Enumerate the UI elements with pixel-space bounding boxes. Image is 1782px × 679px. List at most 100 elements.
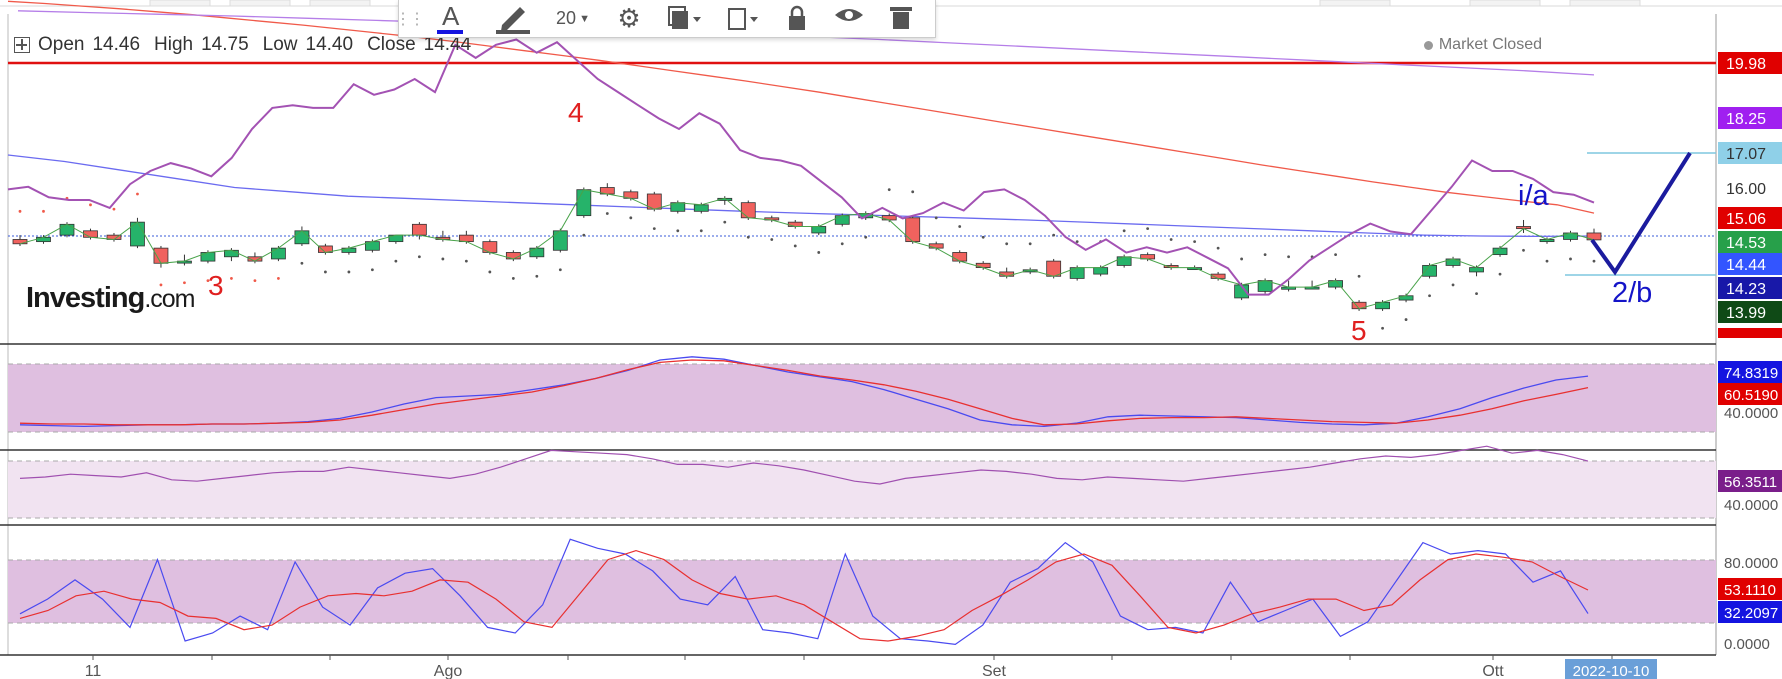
wave-line[interactable] (7, 38, 1595, 296)
eye-button[interactable] (823, 0, 875, 37)
price-tag: 14.44 (1726, 257, 1766, 274)
sar-dot (535, 274, 539, 278)
market-status: Market Closed (1423, 36, 1542, 54)
layer-icon (728, 7, 758, 30)
sar-dot (840, 242, 844, 246)
candle (975, 261, 991, 270)
text-tool-button[interactable]: A (419, 0, 481, 37)
rsi-line (19, 445, 1589, 485)
close-label: Close (367, 34, 416, 55)
ma-blue-line (7, 154, 1595, 238)
candle (1046, 258, 1062, 279)
trash-button[interactable] (875, 0, 927, 37)
forecast-path[interactable] (1590, 151, 1692, 276)
sar-dot (746, 235, 750, 239)
sar-dot (206, 279, 210, 282)
sar-dot (1075, 240, 1079, 244)
price-tag-bg (1718, 301, 1782, 323)
copy-icon (668, 5, 701, 29)
copy-button[interactable] (655, 0, 713, 37)
candle (1563, 230, 1578, 242)
font-size-select[interactable]: 20 ▼ (543, 0, 603, 37)
layer-button[interactable] (713, 0, 771, 37)
sar-dot (1169, 238, 1173, 241)
candle (106, 232, 122, 242)
svg-text:A: A (442, 3, 460, 31)
candle (576, 187, 592, 218)
indicator-tag-bg (1718, 361, 1782, 383)
candle (177, 254, 192, 266)
sar-dot (911, 190, 915, 194)
price-axis[interactable]: 19.98 18.25 17.07 16.00 15.06 14.53 14.44 14.23… (1718, 52, 1782, 338)
pencil-icon (496, 6, 530, 34)
sar-dot (699, 229, 703, 233)
sar-dot (42, 209, 45, 213)
drag-handle-icon[interactable]: ⋮⋮ (395, 10, 425, 28)
sar-dot (1028, 242, 1032, 246)
sar-dot (652, 227, 656, 231)
indicator-tag: 74.8319 (1724, 365, 1778, 382)
candle (928, 241, 944, 251)
chevron-down-icon: ▼ (579, 12, 590, 25)
indicator-tag: 56.3511 (1724, 474, 1777, 491)
wave-2b-label[interactable]: 2/b (1612, 277, 1652, 309)
lock-button[interactable] (771, 0, 823, 37)
x-tick-ago: Ago (434, 663, 463, 679)
low-value: 14.40 (305, 34, 354, 55)
gear-icon[interactable]: ⚙ (617, 3, 641, 33)
price-tag: 14.53 (1726, 235, 1766, 252)
font-size-value: 20 (556, 8, 577, 28)
candlesticks (12, 183, 1602, 311)
x-tick-set: Set (982, 663, 1007, 679)
sar-dot (1592, 259, 1596, 263)
sar-dot (370, 268, 374, 272)
sar-dot (136, 192, 139, 196)
sar-dot (441, 257, 445, 261)
wave-3-label[interactable]: 3 (208, 270, 224, 301)
wave-4-label[interactable]: 4 (568, 97, 584, 128)
stochastic-k-line (19, 538, 1589, 646)
price-tag: 17.07 (1726, 146, 1766, 163)
wave-ia-label[interactable]: i/a (1518, 180, 1550, 212)
candle (552, 228, 568, 253)
candle (740, 200, 756, 220)
candle (1140, 252, 1156, 262)
crosshair-date-label: 2022-10-10 (1573, 663, 1650, 679)
wave-5-label[interactable]: 5 (1351, 315, 1367, 346)
sar-dot (793, 244, 797, 248)
indicator-tag-bg (1718, 601, 1782, 623)
sar-dot (1428, 294, 1431, 298)
sar-dot (887, 188, 891, 192)
price-tag-bg (1718, 231, 1782, 253)
sar-dot (159, 283, 163, 287)
sar-dot (1545, 259, 1549, 263)
sar-dot (277, 277, 280, 280)
price-tag: 14.23 (1726, 281, 1766, 298)
candle (646, 191, 662, 212)
candle (1328, 278, 1343, 290)
sar-dot (417, 255, 421, 259)
pencil-button[interactable] (481, 0, 543, 37)
time-axis[interactable]: 11 Ago Set Ott 2022-10-10 (8, 654, 1716, 679)
high-value: 14.75 (201, 34, 249, 55)
indicator-tag: 40.0000 (1724, 405, 1778, 422)
indicator-tag-bg (1718, 578, 1782, 600)
sar-dot (1193, 240, 1197, 244)
sar-dot (629, 216, 633, 220)
ma-red-line (7, 0, 1595, 214)
expand-icon[interactable] (14, 37, 30, 53)
sar-dot (981, 235, 985, 239)
sar-dot (1216, 246, 1220, 250)
sar-dot (511, 277, 515, 280)
sar-dot (230, 277, 233, 280)
indicator-tag: 80.0000 (1724, 555, 1778, 572)
sar-dot (676, 229, 680, 233)
sar-dot (89, 203, 92, 207)
sar-dot (1569, 257, 1572, 261)
sar-dot (300, 261, 304, 265)
sar-dot (1334, 253, 1337, 257)
candle (153, 245, 169, 268)
sar-dot (1287, 255, 1290, 259)
price-tag-partial (1718, 328, 1782, 338)
